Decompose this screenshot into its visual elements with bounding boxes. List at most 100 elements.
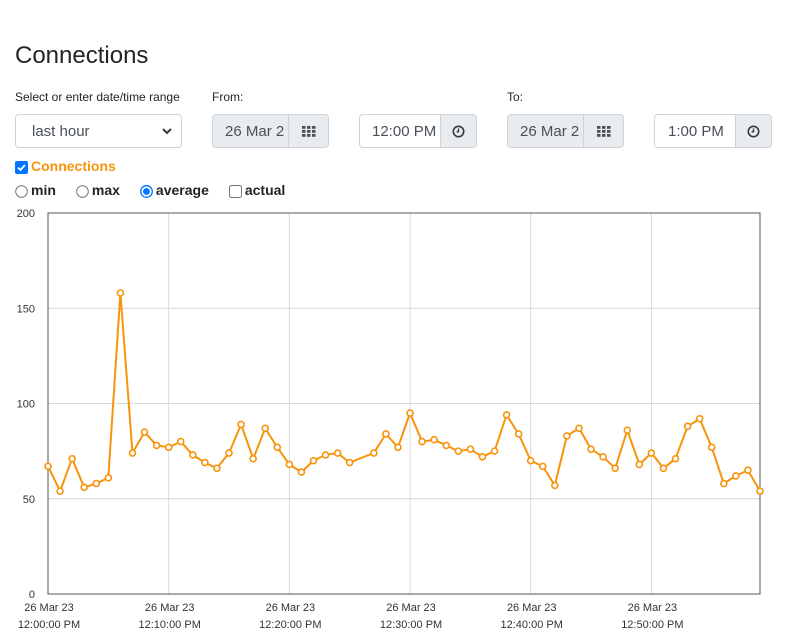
x-tick-label-date: 26 Mar 23 bbox=[507, 602, 557, 614]
data-point bbox=[80, 483, 89, 492]
data-point bbox=[719, 479, 728, 488]
series-label: Connections bbox=[31, 158, 116, 174]
data-point bbox=[623, 426, 632, 434]
data-point bbox=[683, 422, 692, 431]
x-tick-label-time: 12:30:00 PM bbox=[380, 619, 442, 631]
from-clock-button[interactable] bbox=[440, 114, 477, 148]
plot-frame bbox=[47, 212, 761, 595]
range-label: Select or enter date/time range bbox=[15, 90, 180, 104]
data-point bbox=[659, 464, 668, 473]
data-point bbox=[273, 443, 282, 452]
to-date-input[interactable]: 26 Mar 2 bbox=[507, 114, 583, 148]
x-tick-label-date: 26 Mar 23 bbox=[386, 602, 436, 614]
x-tick-label-date: 26 Mar 23 bbox=[145, 602, 195, 614]
range-select-value: last hour bbox=[32, 122, 90, 140]
data-point bbox=[44, 462, 52, 471]
series-checkbox[interactable] bbox=[15, 161, 28, 174]
chart-container: 0 50 100 150 200 26 Mar 23 12:00:00 PM 26 Mar 2… bbox=[0, 200, 787, 634]
data-point bbox=[671, 454, 680, 463]
to-date-value: 26 Mar 2 bbox=[520, 122, 580, 140]
x-tick-label-date: 26 Mar 23 bbox=[266, 602, 316, 614]
to-label: To: bbox=[507, 90, 524, 104]
y-tick-label: 0 bbox=[29, 589, 35, 601]
mode-option-min[interactable]: min bbox=[15, 182, 56, 198]
to-date-group: 26 Mar 2 bbox=[507, 114, 624, 148]
to-clock-button[interactable] bbox=[735, 114, 772, 148]
data-point bbox=[707, 443, 716, 452]
from-calendar-button[interactable] bbox=[288, 114, 329, 148]
mode-option-average[interactable]: average bbox=[139, 182, 209, 198]
data-point bbox=[140, 428, 149, 436]
data-point bbox=[297, 468, 306, 476]
data-point bbox=[575, 424, 583, 433]
data-point bbox=[213, 464, 221, 473]
data-point bbox=[189, 451, 197, 459]
data-point bbox=[370, 449, 378, 457]
data-point bbox=[478, 453, 487, 461]
data-point bbox=[225, 449, 233, 457]
series-line bbox=[47, 292, 761, 493]
from-time-input[interactable]: 12:00 PM bbox=[359, 114, 440, 148]
radio-min[interactable] bbox=[15, 184, 28, 198]
data-point bbox=[164, 443, 173, 452]
data-point bbox=[261, 424, 270, 433]
from-label: From: bbox=[212, 90, 244, 104]
x-tick-label-date: 26 Mar 23 bbox=[628, 602, 678, 614]
data-point bbox=[466, 445, 475, 454]
data-point bbox=[502, 411, 511, 419]
y-tick-label: 100 bbox=[17, 399, 35, 411]
to-time-input[interactable]: 1:00 PM bbox=[654, 114, 735, 148]
data-point bbox=[201, 458, 209, 467]
data-point bbox=[490, 447, 499, 455]
to-calendar-button[interactable] bbox=[583, 114, 624, 148]
mode-options: min max average actual bbox=[15, 181, 305, 199]
from-time-value: 12:00 PM bbox=[372, 122, 437, 140]
data-point bbox=[563, 432, 571, 440]
data-point bbox=[744, 466, 752, 474]
data-point bbox=[538, 462, 547, 471]
y-tick-label: 150 bbox=[17, 303, 35, 315]
to-time-value: 1:00 PM bbox=[668, 122, 724, 140]
data-point bbox=[394, 443, 402, 452]
data-point bbox=[382, 430, 390, 438]
mode-label-max: max bbox=[91, 182, 120, 198]
to-time-group: 1:00 PM bbox=[654, 114, 772, 148]
data-point bbox=[611, 464, 619, 473]
radio-average[interactable] bbox=[139, 184, 153, 198]
data-point bbox=[635, 460, 644, 469]
data-point bbox=[514, 430, 523, 438]
x-tick-label-time: 12:20:00 PM bbox=[259, 619, 321, 631]
data-point bbox=[406, 409, 414, 417]
data-point bbox=[430, 435, 438, 444]
data-point bbox=[321, 451, 330, 459]
checkbox-actual[interactable] bbox=[228, 184, 242, 198]
data-point bbox=[249, 454, 257, 463]
data-point bbox=[237, 420, 245, 429]
clock-icon bbox=[747, 125, 760, 137]
data-point bbox=[756, 487, 764, 495]
mode-label-actual: actual bbox=[244, 182, 286, 198]
x-tick-label-date: 26 Mar 23 bbox=[24, 602, 74, 614]
data-point bbox=[695, 414, 704, 423]
data-point bbox=[56, 487, 64, 495]
data-point bbox=[116, 289, 125, 297]
data-point bbox=[526, 456, 535, 465]
series-toggle: Connections bbox=[15, 158, 116, 174]
connections-chart: 0 50 100 150 200 26 Mar 23 12:00:00 PM 26 Mar 2… bbox=[17, 208, 764, 631]
y-tick-label: 200 bbox=[17, 208, 35, 220]
x-tick-label-time: 12:00:00 PM bbox=[18, 619, 80, 631]
radio-max[interactable] bbox=[76, 184, 89, 198]
data-point bbox=[92, 479, 101, 488]
data-point bbox=[454, 447, 463, 455]
range-select[interactable]: last hour bbox=[15, 114, 182, 148]
data-point bbox=[442, 441, 451, 450]
from-date-group: 26 Mar 2 bbox=[212, 114, 329, 148]
from-date-value: 26 Mar 2 bbox=[225, 122, 285, 140]
checkmark-icon bbox=[17, 164, 26, 172]
mode-option-actual[interactable]: actual bbox=[228, 182, 286, 198]
mode-option-max[interactable]: max bbox=[76, 182, 120, 198]
page-title: Connections bbox=[15, 42, 149, 69]
data-point bbox=[128, 449, 137, 457]
from-date-input[interactable]: 26 Mar 2 bbox=[212, 114, 288, 148]
